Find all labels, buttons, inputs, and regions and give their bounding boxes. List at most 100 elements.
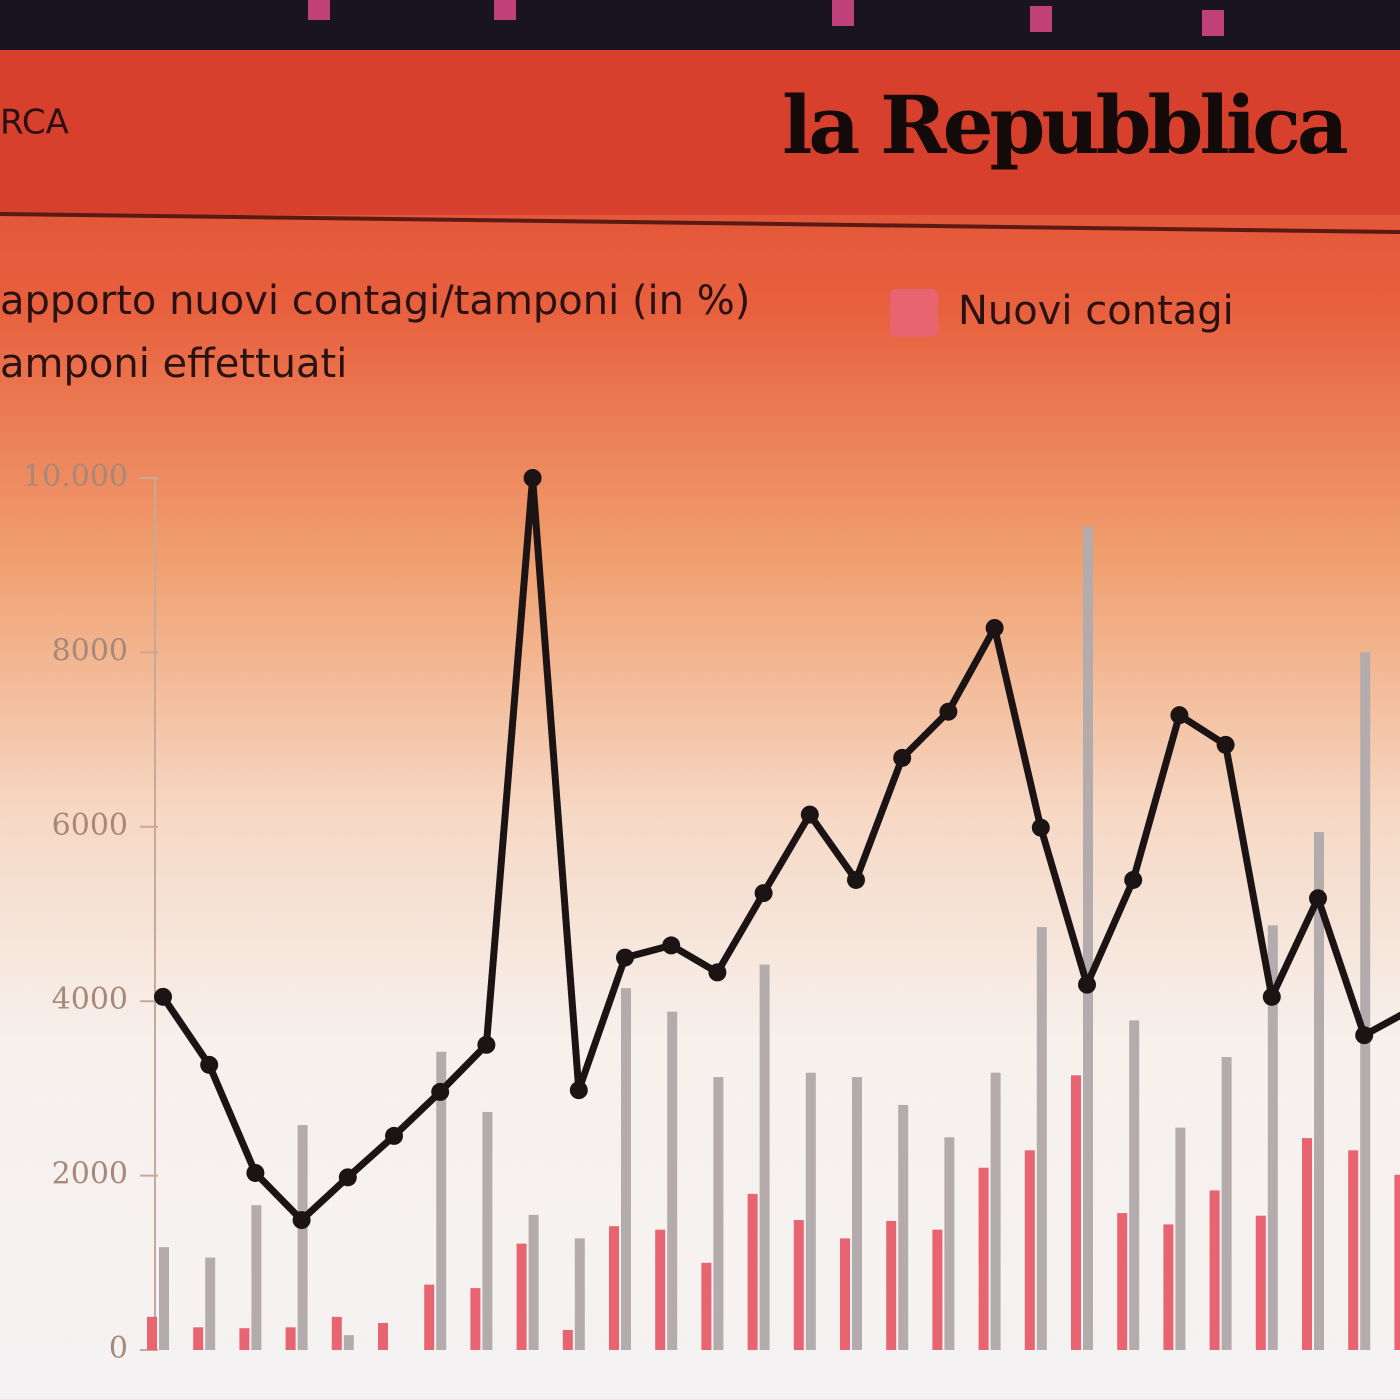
line-point xyxy=(708,963,727,982)
bar xyxy=(609,1226,619,1350)
line-point xyxy=(662,936,681,955)
bar xyxy=(898,1104,909,1350)
bar xyxy=(805,1072,816,1350)
bar xyxy=(205,1257,216,1350)
line-point xyxy=(939,702,958,721)
header-rule xyxy=(0,212,1400,234)
line-point xyxy=(1078,975,1096,994)
bar xyxy=(331,1316,342,1350)
top-markers xyxy=(308,0,1224,36)
bar xyxy=(1036,927,1047,1350)
line-point xyxy=(154,987,172,1006)
bar xyxy=(747,1193,758,1350)
bar xyxy=(1314,832,1324,1350)
line xyxy=(160,474,1400,1224)
bar xyxy=(759,964,770,1350)
legend-label: amponi effettuati xyxy=(0,341,347,387)
bar xyxy=(1083,526,1093,1350)
bar xyxy=(932,1229,943,1350)
line-point xyxy=(292,1211,311,1230)
bar xyxy=(944,1137,955,1350)
line-point xyxy=(1170,706,1189,725)
bar xyxy=(159,1247,169,1350)
bar xyxy=(516,1243,527,1350)
bar xyxy=(667,1011,678,1350)
y-tick-label: 2000 xyxy=(52,1157,128,1192)
y-tick-label: 6000 xyxy=(52,808,128,843)
bar xyxy=(1071,1075,1081,1350)
bar xyxy=(343,1335,354,1350)
bar xyxy=(886,1220,897,1350)
line-point xyxy=(569,1081,588,1100)
line-point xyxy=(1124,870,1143,889)
line-point xyxy=(338,1168,357,1187)
y-tick-label: 4000 xyxy=(52,982,128,1017)
header xyxy=(0,50,1400,215)
bar xyxy=(793,1220,804,1350)
y-tick-label: 8000 xyxy=(52,633,128,668)
line-point xyxy=(1216,735,1235,754)
bar xyxy=(378,1322,388,1350)
bar xyxy=(574,1238,585,1350)
legend-label: Nuovi contagi xyxy=(958,288,1234,334)
bar xyxy=(482,1111,493,1350)
line-point xyxy=(985,618,1004,637)
line-point xyxy=(200,1055,219,1074)
bar xyxy=(470,1288,481,1350)
bar xyxy=(1163,1224,1174,1350)
bar xyxy=(852,1077,862,1350)
bar xyxy=(1267,925,1278,1350)
bar xyxy=(528,1214,539,1350)
line-point xyxy=(477,1035,496,1054)
line-point xyxy=(847,870,865,889)
line-point xyxy=(385,1126,403,1145)
line-point xyxy=(616,948,634,967)
menu-text: RCA xyxy=(0,103,69,143)
bar xyxy=(424,1284,435,1350)
bar xyxy=(990,1072,1001,1350)
top-bar xyxy=(0,0,1400,50)
bar xyxy=(1175,1127,1186,1350)
bar xyxy=(1221,1057,1232,1350)
bar xyxy=(621,988,631,1350)
bar xyxy=(147,1316,157,1350)
line-point xyxy=(800,805,819,824)
bar xyxy=(1024,1150,1035,1350)
line-point xyxy=(1262,987,1281,1006)
bar xyxy=(1360,652,1371,1350)
bar xyxy=(1348,1150,1359,1350)
bar xyxy=(701,1262,712,1350)
bar xyxy=(1255,1215,1266,1350)
bar xyxy=(239,1328,250,1350)
bar xyxy=(285,1327,296,1350)
bar xyxy=(1394,1174,1400,1350)
line-point xyxy=(754,884,773,903)
y-tick-label: 10.000 xyxy=(23,459,128,494)
bar xyxy=(436,1051,447,1350)
line-point xyxy=(1355,1026,1374,1045)
line-point xyxy=(1031,818,1050,837)
bar xyxy=(1129,1020,1140,1350)
bar xyxy=(193,1327,204,1350)
bar xyxy=(251,1205,262,1350)
bar xyxy=(1302,1138,1312,1350)
bar xyxy=(1117,1213,1128,1350)
brand: la Repubblica xyxy=(782,78,1347,172)
y-tick-label: 0 xyxy=(109,1331,128,1366)
bar xyxy=(562,1329,573,1350)
legend-label: apporto nuovi contagi/tamponi (in %) xyxy=(0,278,750,324)
line-point xyxy=(893,748,912,767)
bar xyxy=(297,1125,308,1350)
line-point xyxy=(431,1082,450,1101)
line-point xyxy=(246,1163,265,1182)
legend-swatch xyxy=(890,289,938,337)
bar xyxy=(840,1238,850,1350)
bar xyxy=(713,1077,724,1350)
line-point xyxy=(1309,889,1327,908)
bar xyxy=(978,1167,989,1350)
bar xyxy=(1209,1190,1220,1350)
bar xyxy=(655,1229,666,1350)
line-point xyxy=(523,469,542,487)
